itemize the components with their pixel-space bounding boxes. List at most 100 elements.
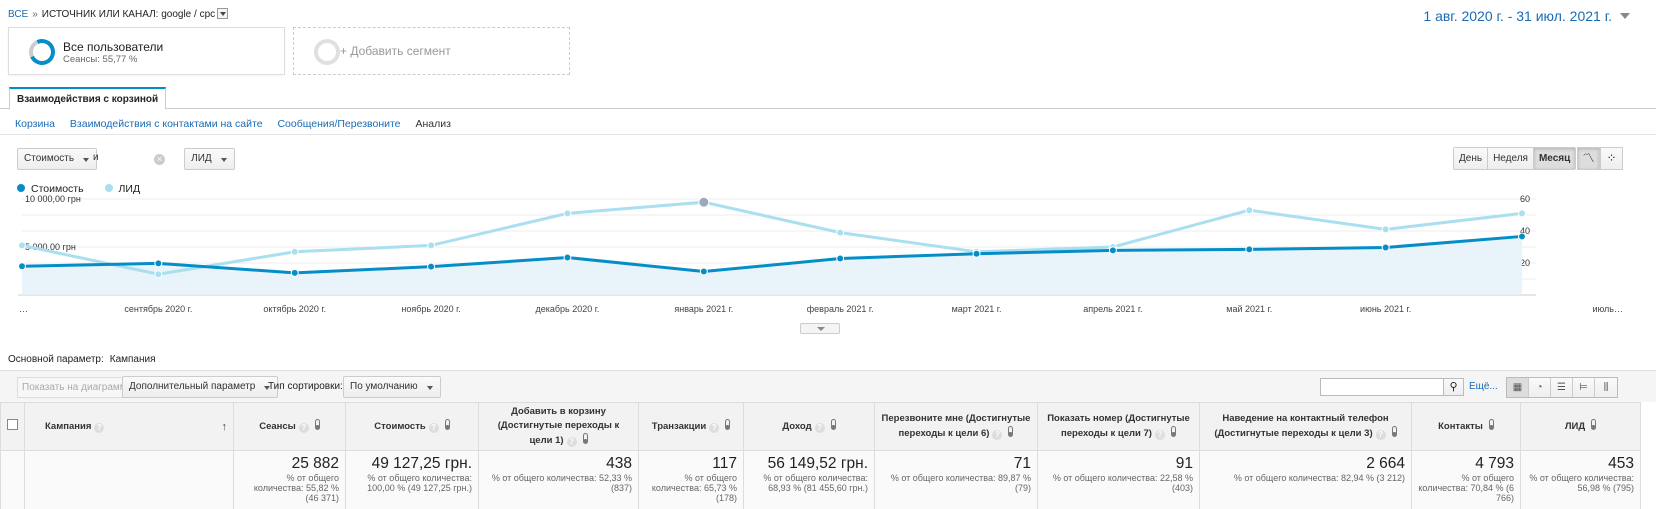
primary-dimension: Основной параметр: Кампания bbox=[8, 354, 156, 365]
column-label: Показать номер (Достигнутые переходы к ц… bbox=[1047, 413, 1190, 439]
cost-point bbox=[563, 253, 572, 262]
sort-arrow-icon[interactable]: ↑ bbox=[221, 420, 228, 433]
table-search-input[interactable] bbox=[1320, 378, 1444, 396]
metric-selector-primary[interactable]: Стоимость bbox=[17, 148, 98, 170]
total-value: 117 bbox=[712, 455, 737, 472]
total-percent: % от общего количества: 70,84 % (6 766) bbox=[1418, 473, 1514, 503]
subtab-contact-interactions[interactable]: Взаимодействия с контактами на сайте bbox=[69, 118, 263, 130]
column-show-number[interactable]: Показать номер (Достигнутые переходы к ц… bbox=[1037, 402, 1200, 451]
period-day-button[interactable]: День bbox=[1454, 148, 1489, 169]
column-leads[interactable]: ЛИД bbox=[1520, 402, 1641, 451]
thermometer-icon[interactable] bbox=[314, 419, 320, 430]
chart-collapse-handle[interactable] bbox=[800, 323, 840, 334]
thermometer-icon[interactable] bbox=[1488, 419, 1494, 430]
legend-label: Стоимость bbox=[31, 183, 84, 195]
subtab-messages-callback[interactable]: Сообщения/Перезвоните bbox=[277, 118, 401, 130]
column-label: Доход bbox=[782, 421, 812, 432]
segment-all-users[interactable]: Все пользователи Сеансы: 55,77 % bbox=[8, 27, 285, 75]
column-transactions[interactable]: Транзакции? bbox=[638, 402, 744, 451]
subtab-analysis[interactable]: Анализ bbox=[415, 118, 451, 130]
date-range-picker[interactable]: 1 авг. 2020 г. - 31 июл. 2021 г. bbox=[1423, 8, 1630, 24]
breadcrumb-dropdown-icon[interactable] bbox=[217, 8, 229, 19]
help-icon[interactable]: ? bbox=[1375, 430, 1386, 440]
total-percent: % от общего количества: 82,94 % (3 212) bbox=[1233, 473, 1405, 483]
column-add-to-cart[interactable]: Добавить в корзину (Достигнутые переходы… bbox=[478, 402, 639, 451]
leads-point bbox=[1381, 225, 1390, 234]
subtab-cart[interactable]: Корзина bbox=[15, 118, 55, 130]
y-right-tick-label: 40 bbox=[1520, 226, 1530, 236]
period-month-button[interactable]: Месяц bbox=[1533, 148, 1576, 169]
help-icon[interactable]: ? bbox=[814, 423, 825, 433]
leads-point bbox=[18, 241, 26, 250]
total-percent: % от общего количества: 52,33 % (837) bbox=[491, 473, 632, 493]
total-value: 4 793 bbox=[1475, 455, 1514, 472]
search-icon[interactable]: ⚲ bbox=[1443, 378, 1464, 396]
y-left-tick-label: 10 000,00 грн bbox=[25, 195, 81, 204]
metric-selector-secondary[interactable]: ЛИД bbox=[184, 148, 235, 170]
column-campaign[interactable]: Кампания? ↑ bbox=[24, 402, 234, 451]
help-icon[interactable]: ? bbox=[709, 423, 720, 433]
report-subtabs: Корзина Взаимодействия с контактами на с… bbox=[15, 118, 463, 130]
motion-chart-icon[interactable]: ⁘ bbox=[1600, 147, 1623, 170]
column-sessions[interactable]: Сеансы? bbox=[233, 402, 346, 451]
segment-title: Все пользователи bbox=[63, 40, 164, 54]
sort-type-dropdown[interactable]: По умолчанию bbox=[343, 376, 441, 398]
performance-view-icon[interactable]: ☰ bbox=[1551, 378, 1573, 397]
column-revenue[interactable]: Доход? bbox=[743, 402, 875, 451]
leads-point bbox=[698, 196, 710, 208]
thermometer-icon[interactable] bbox=[725, 419, 731, 430]
line-chart-icon[interactable]: 〽 bbox=[1577, 147, 1600, 170]
cost-point bbox=[18, 262, 26, 271]
total-cell: 438% от общего количества: 52,33 % (837) bbox=[478, 450, 639, 509]
help-icon[interactable]: ? bbox=[992, 430, 1003, 440]
thermometer-icon[interactable] bbox=[1591, 419, 1597, 430]
primary-dimension-label: Основной параметр: bbox=[8, 354, 104, 365]
help-icon[interactable]: ? bbox=[94, 422, 105, 433]
column-callback[interactable]: Перезвоните мне (Достигнутые переходы к … bbox=[874, 402, 1038, 451]
column-label: Стоимость bbox=[374, 421, 426, 432]
primary-dimension-value[interactable]: Кампания bbox=[109, 354, 156, 365]
thermometer-icon[interactable] bbox=[1391, 426, 1397, 437]
legend-item-leads[interactable]: ЛИД bbox=[104, 183, 140, 195]
cost-point bbox=[699, 267, 708, 276]
help-icon[interactable]: ? bbox=[428, 423, 439, 433]
help-icon[interactable]: ? bbox=[298, 423, 309, 433]
data-table-view-icon[interactable]: ▦ bbox=[1507, 378, 1529, 397]
total-value: 71 bbox=[1013, 455, 1031, 472]
table-header-row: Кампания? ↑ Сеансы? Стоимость? Добавить в… bbox=[0, 402, 1641, 451]
pie-view-icon[interactable]: ◔ bbox=[1529, 378, 1551, 397]
column-label: Наведение на контактный телефон (Достигн… bbox=[1214, 413, 1389, 439]
advanced-filter-link[interactable]: Ещё... bbox=[1469, 381, 1498, 392]
thermometer-icon[interactable] bbox=[1170, 426, 1176, 437]
column-label: ЛИД bbox=[1564, 421, 1586, 432]
tab-cart-interactions[interactable]: Взаимодействия с корзиной bbox=[9, 87, 167, 110]
metric-and-label: и bbox=[93, 152, 99, 163]
plot-rows-button[interactable]: Показать на диаграмме bbox=[17, 377, 147, 398]
add-segment-button[interactable]: + Добавить сегмент bbox=[293, 27, 570, 75]
column-phone-hover[interactable]: Наведение на контактный телефон (Достигн… bbox=[1199, 402, 1412, 451]
leads-point bbox=[1518, 209, 1526, 218]
help-icon[interactable]: ? bbox=[566, 437, 577, 447]
column-label: Контакты bbox=[1438, 421, 1483, 432]
leads-point bbox=[427, 241, 436, 250]
period-buttons: День Неделя Месяц bbox=[1453, 147, 1577, 170]
help-icon[interactable]: ? bbox=[1154, 430, 1165, 440]
cost-point bbox=[1108, 246, 1117, 255]
total-cell: 91% от общего количества: 22,58 % (403) bbox=[1037, 450, 1200, 509]
column-contacts[interactable]: Контакты bbox=[1411, 402, 1521, 451]
remove-metric-icon[interactable]: × bbox=[154, 154, 165, 165]
comparison-view-icon[interactable]: ⊨ bbox=[1573, 378, 1595, 397]
select-all-checkbox[interactable] bbox=[7, 418, 18, 430]
segment-subtitle: Сеансы: 55,77 % bbox=[63, 54, 138, 65]
secondary-dimension-dropdown[interactable]: Дополнительный параметр bbox=[122, 376, 279, 398]
thermometer-icon[interactable] bbox=[582, 433, 588, 444]
pivot-view-icon[interactable]: ⫼ bbox=[1595, 378, 1617, 397]
breadcrumb-all-link[interactable]: ВСЕ bbox=[8, 9, 29, 20]
thermometer-icon[interactable] bbox=[830, 419, 836, 430]
thermometer-icon[interactable] bbox=[444, 419, 450, 430]
period-week-button[interactable]: Неделя bbox=[1488, 148, 1534, 169]
total-value: 453 bbox=[1608, 455, 1634, 472]
column-cost[interactable]: Стоимость? bbox=[345, 402, 479, 451]
legend-item-cost[interactable]: Стоимость bbox=[17, 183, 84, 195]
thermometer-icon[interactable] bbox=[1008, 426, 1014, 437]
